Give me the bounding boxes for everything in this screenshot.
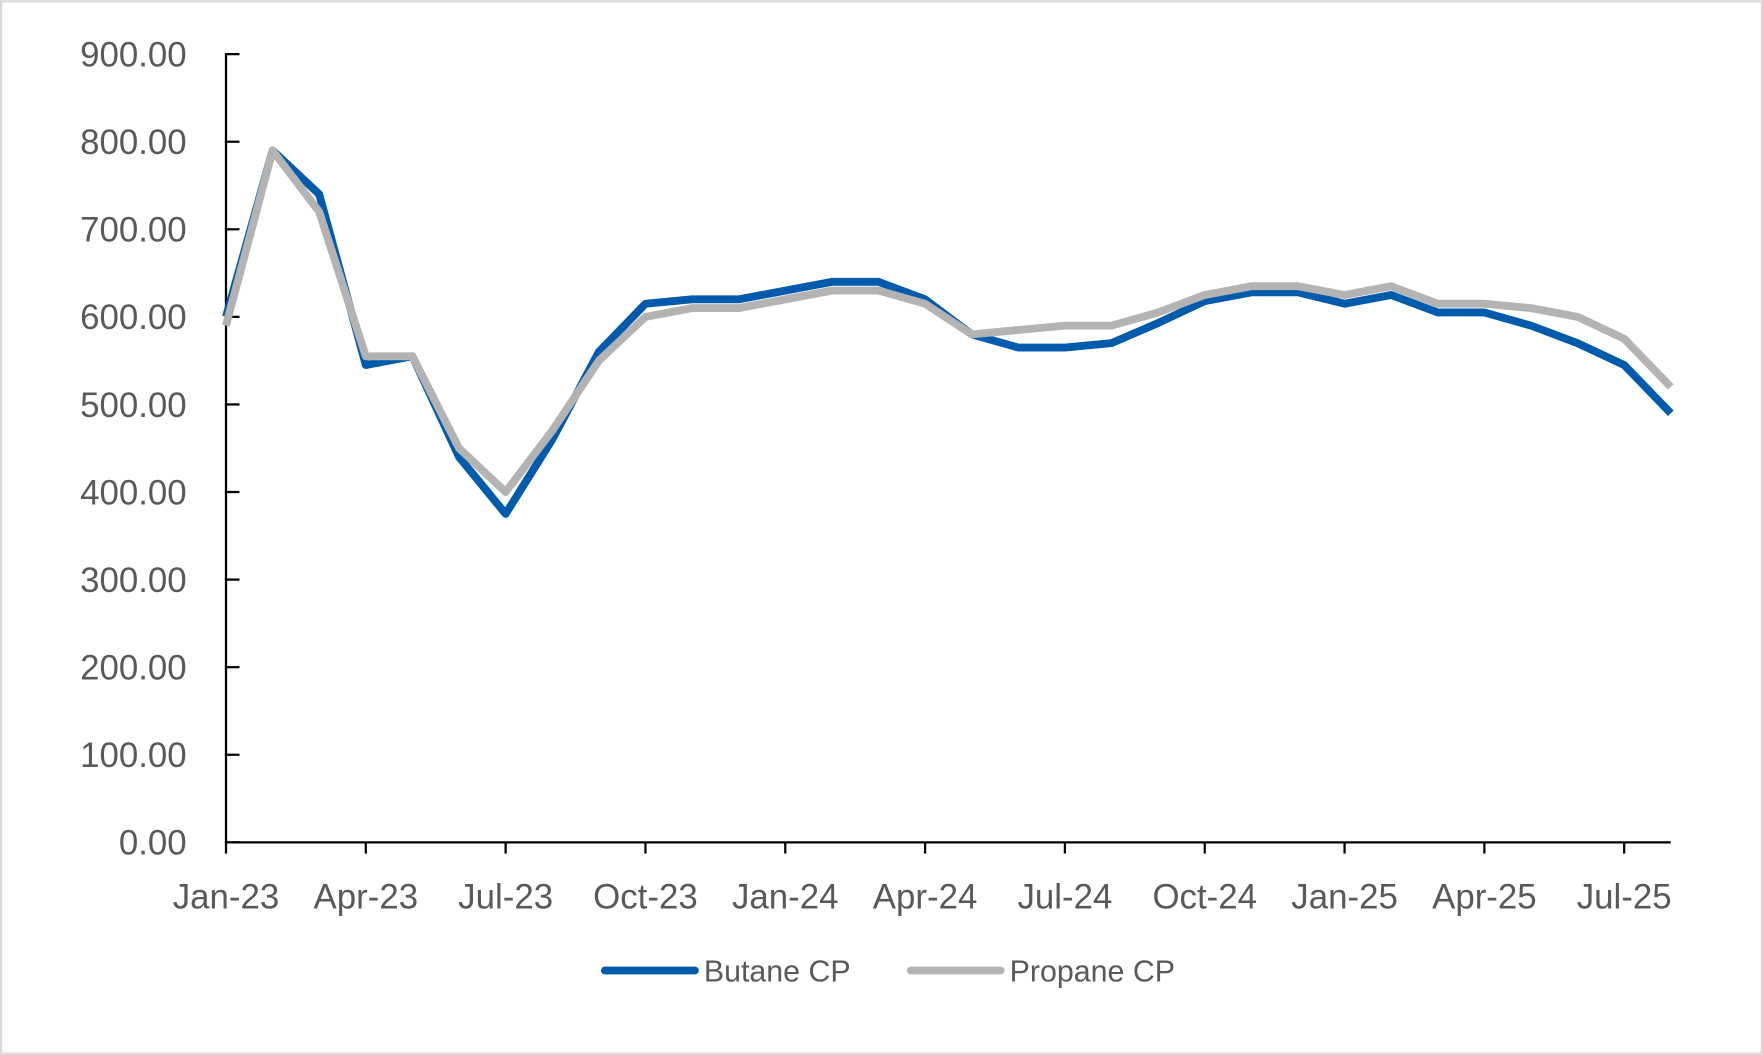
x-tick-label: Apr-23 bbox=[314, 878, 419, 917]
x-tick-label: Oct-24 bbox=[1152, 878, 1257, 917]
y-tick-label: 0.00 bbox=[119, 824, 187, 863]
y-tick-label: 900.00 bbox=[80, 36, 187, 75]
x-tick-label: Jul-24 bbox=[1017, 878, 1112, 917]
series-line-propane bbox=[222, 146, 1674, 496]
y-tick-label: 600.00 bbox=[80, 298, 187, 337]
y-tick-label: 200.00 bbox=[80, 649, 187, 688]
legend-label-butane: Butane CP bbox=[704, 956, 851, 989]
x-tick-label: Jan-25 bbox=[1291, 878, 1398, 917]
y-tick-label: 800.00 bbox=[80, 123, 187, 162]
y-tick-label: 700.00 bbox=[80, 211, 187, 250]
y-tick-label: 100.00 bbox=[80, 736, 187, 775]
x-tick-label: Jan-24 bbox=[732, 878, 839, 917]
x-tick-label: Apr-25 bbox=[1432, 878, 1537, 917]
x-tick-label: Jul-23 bbox=[458, 878, 553, 917]
y-tick-label: 300.00 bbox=[80, 561, 187, 600]
y-tick-label: 400.00 bbox=[80, 473, 187, 512]
legend: Butane CP Propane CP bbox=[600, 956, 1175, 989]
legend-label-propane: Propane CP bbox=[1010, 956, 1175, 989]
x-tick-label: Oct-23 bbox=[593, 878, 698, 917]
x-tick-label: Jan-23 bbox=[173, 878, 280, 917]
x-tick-label: Jul-25 bbox=[1577, 878, 1672, 917]
x-tick-label: Apr-24 bbox=[873, 878, 978, 917]
y-tick-label: 500.00 bbox=[80, 386, 187, 425]
